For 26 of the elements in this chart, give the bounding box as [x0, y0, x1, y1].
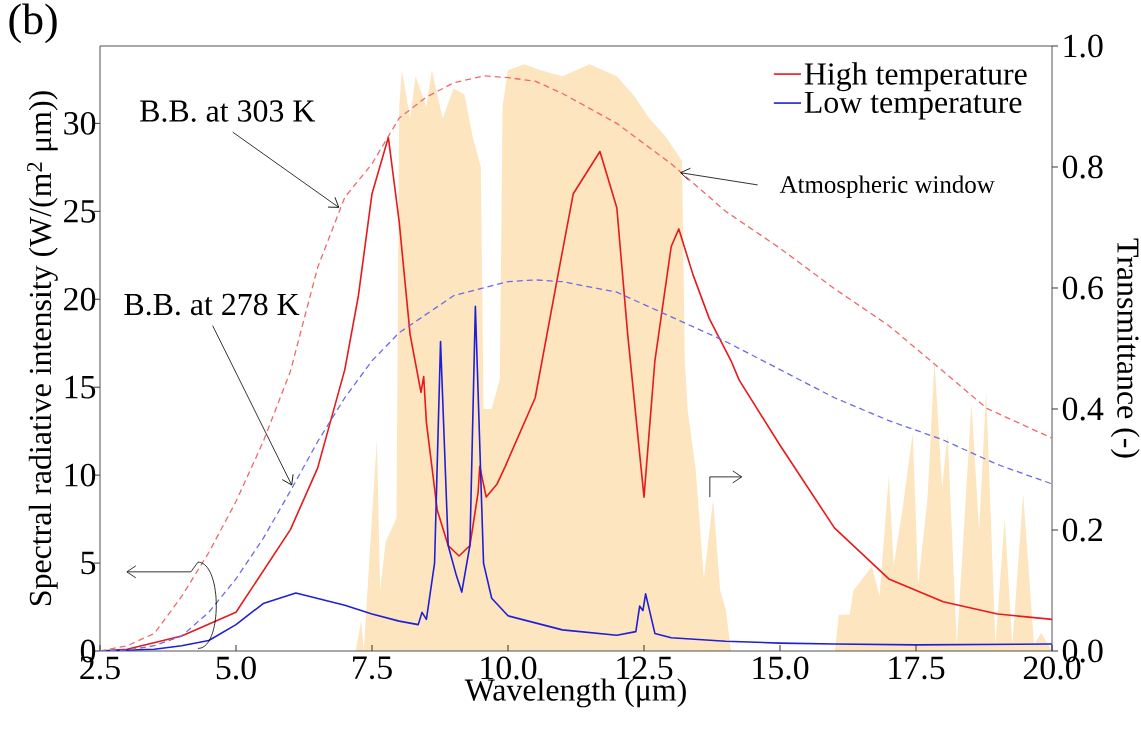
chart-title: (b): [9, 3, 57, 44]
y-tick-label: 5: [81, 551, 96, 575]
annotation: B.B. at 278 K: [124, 293, 300, 316]
x-tick-label: 12.5: [617, 656, 673, 680]
annotation: Atmospheric window: [779, 175, 995, 198]
y-tick-label: 15: [65, 375, 96, 399]
y2-tick-label: 0.2: [1062, 518, 1102, 542]
y-tick-label: 25: [64, 199, 96, 223]
legend-label: Low temperature: [804, 91, 1022, 120]
x-tick-label: 5.0: [216, 656, 256, 680]
x-axis-title: Wavelength (μm): [464, 678, 686, 708]
y-tick-label: 20: [64, 287, 96, 311]
x-tick-label: 15.0: [753, 656, 809, 680]
y2-tick-label: 1.0: [1064, 34, 1103, 58]
y-tick-label: 30: [64, 111, 96, 135]
y-tick-label: 10: [65, 463, 96, 487]
y2-tick-label: 0.4: [1062, 397, 1104, 421]
x-tick-label: 10.0: [481, 656, 537, 680]
y2-tick-label: 0.6: [1062, 276, 1103, 300]
x-tick-label: 17.5: [889, 656, 945, 680]
y-axis-title: Spectral radiative intensity (W/(m$^{2}$ μm)): [27, 91, 58, 606]
y2-axis-title: Transmittance (-): [1110, 238, 1140, 458]
y2-tick-label: 0.8: [1062, 155, 1103, 179]
legend-label: High temperature: [804, 62, 1027, 92]
x-tick-label: 7.5: [353, 656, 392, 680]
annotation: B.B. at 303 K: [140, 100, 316, 122]
